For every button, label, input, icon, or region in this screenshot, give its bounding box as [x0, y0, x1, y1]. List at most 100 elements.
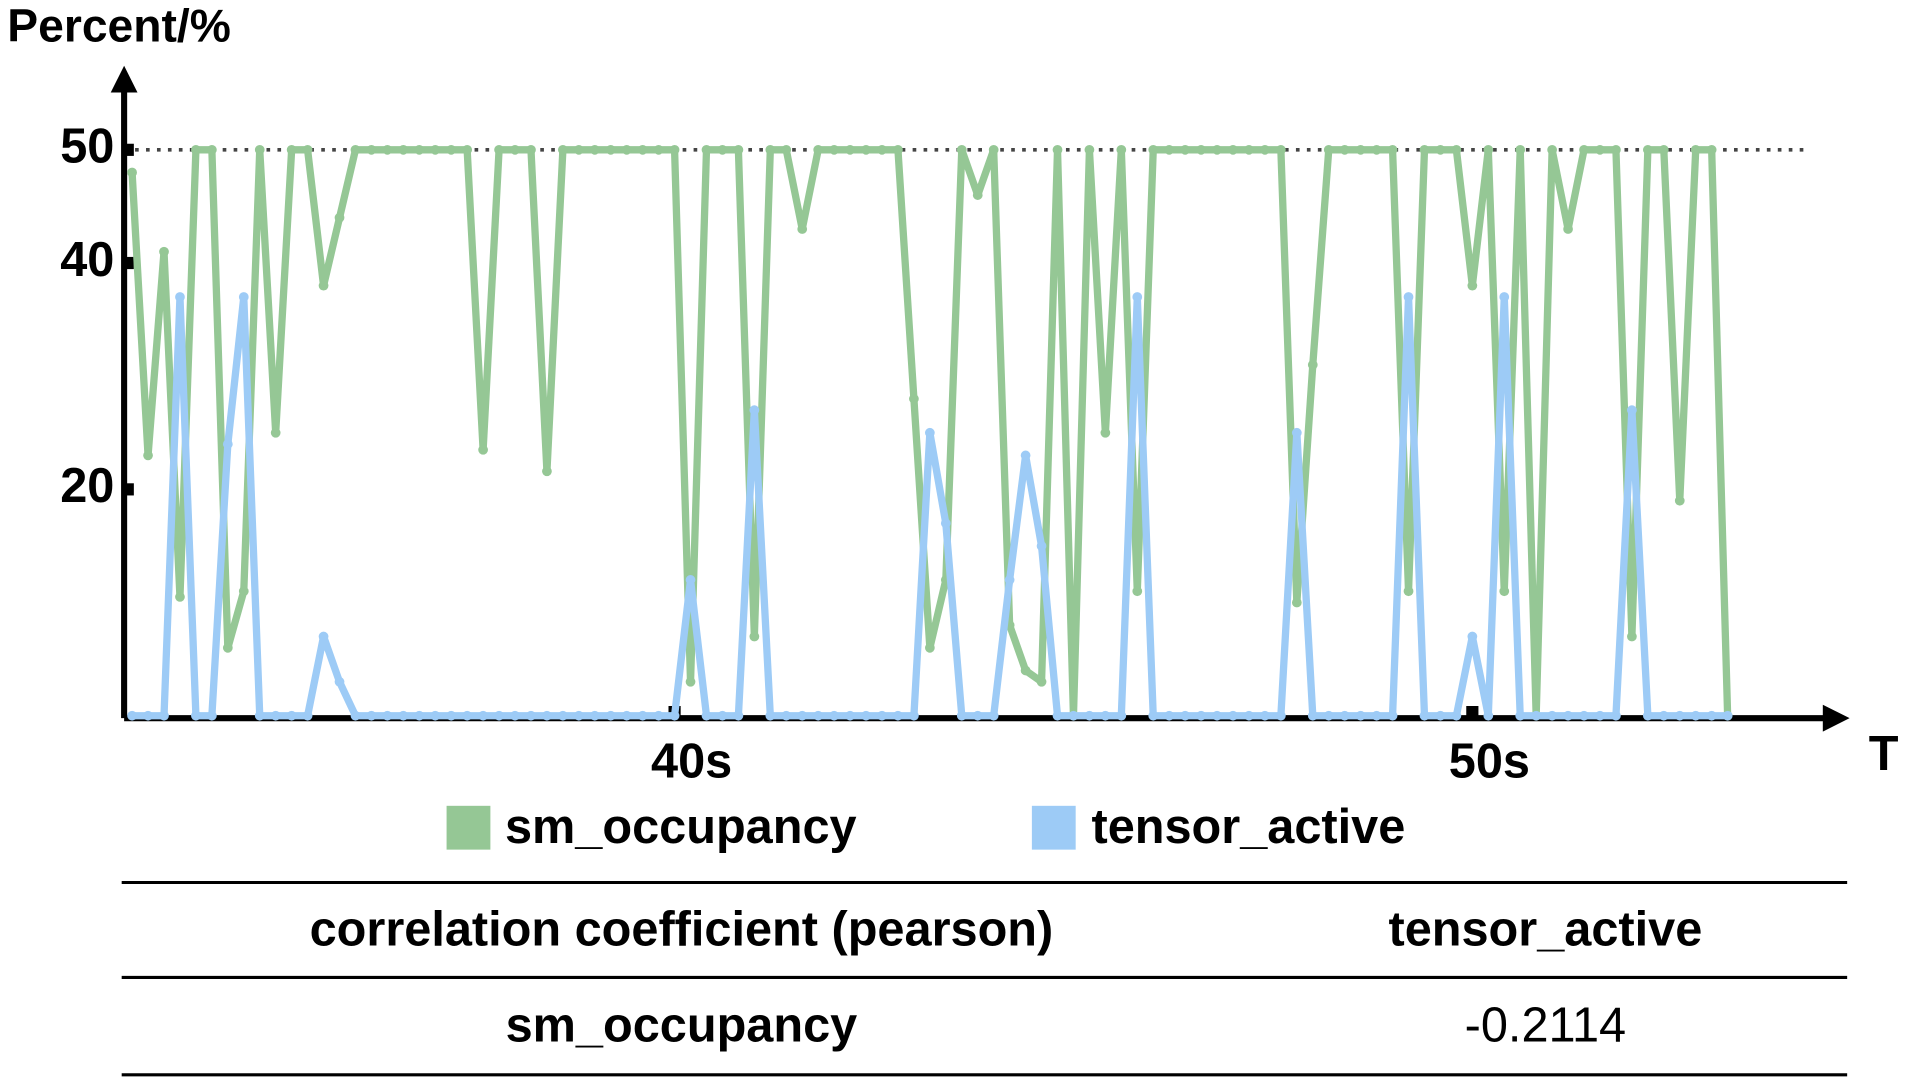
data-point: [1515, 710, 1526, 721]
data-point: [1132, 292, 1143, 302]
y-axis-title: Percent/%: [7, 0, 231, 51]
data-point: [238, 586, 249, 597]
data-point: [1100, 710, 1111, 721]
data-point: [1531, 710, 1542, 721]
data-point: [1499, 586, 1510, 597]
data-point: [813, 710, 824, 721]
data-point: [1371, 144, 1382, 155]
data-point: [1196, 144, 1206, 155]
data-point: [382, 710, 393, 721]
data-point: [1196, 710, 1206, 721]
data-point: [1611, 144, 1621, 155]
data-point: [829, 710, 839, 721]
data-point: [1036, 541, 1047, 551]
data-point: [1164, 710, 1175, 721]
data-point: [1387, 144, 1398, 155]
data-point: [1403, 586, 1414, 597]
y-axis-arrow: [110, 65, 138, 93]
data-point: [685, 575, 696, 585]
data-point: [1499, 292, 1510, 302]
data-point: [573, 710, 584, 721]
data-point: [1036, 676, 1047, 687]
data-point: [1467, 280, 1478, 291]
data-point: [924, 427, 935, 438]
data-point: [191, 710, 201, 721]
data-point: [669, 144, 680, 155]
data-point: [1435, 710, 1446, 721]
data-point: [1291, 427, 1302, 438]
data-point: [1706, 710, 1717, 721]
data-point: [1244, 710, 1254, 721]
data-point: [159, 710, 169, 721]
data-point: [302, 144, 313, 155]
data-point: [1611, 710, 1621, 721]
data-point: [1435, 144, 1446, 155]
data-point: [1339, 710, 1350, 721]
data-point: [430, 144, 441, 155]
data-point: [749, 631, 760, 642]
data-point: [1228, 144, 1238, 155]
data-point: [127, 167, 137, 178]
data-point: [318, 280, 329, 291]
data-point: [1260, 710, 1270, 721]
data-point: [191, 144, 201, 155]
data-point: [829, 144, 839, 155]
data-point: [430, 710, 441, 721]
data-point: [589, 144, 600, 155]
data-point: [621, 144, 632, 155]
data-point: [653, 710, 664, 721]
data-point: [685, 676, 696, 687]
data-point: [1563, 710, 1573, 721]
data-point: [334, 212, 345, 223]
data-point: [1515, 144, 1526, 155]
data-point: [1212, 144, 1222, 155]
data-point: [526, 144, 536, 155]
legend-label: tensor_active: [1092, 800, 1406, 854]
data-point: [1547, 144, 1557, 155]
data-point: [1084, 144, 1095, 155]
data-point: [1212, 710, 1222, 721]
data-point: [1132, 586, 1143, 597]
data-point: [350, 144, 361, 155]
data-point: [1451, 710, 1462, 721]
data-point: [877, 710, 887, 721]
data-point: [1419, 710, 1430, 721]
data-point: [254, 144, 265, 155]
data-point: [1100, 427, 1111, 438]
data-point: [1658, 144, 1669, 155]
data-point: [717, 710, 728, 721]
series: [127, 292, 1733, 721]
data-point: [1020, 450, 1031, 461]
data-point: [1595, 144, 1605, 155]
data-point: [797, 224, 808, 234]
legend: sm_occupancy tensor_active: [446, 800, 1406, 854]
data-point: [621, 710, 632, 721]
data-point: [637, 144, 648, 155]
data-point: [877, 144, 887, 155]
data-point: [238, 292, 249, 302]
data-point: [845, 144, 855, 155]
data-point: [1722, 710, 1733, 721]
data-point: [605, 144, 616, 155]
data-point: [1228, 710, 1238, 721]
data-point: [1180, 144, 1191, 155]
data-point: [398, 144, 409, 155]
data-point: [159, 246, 169, 257]
data-point: [366, 710, 377, 721]
data-point: [1323, 710, 1334, 721]
data-point: [813, 144, 824, 155]
data-point: [1627, 405, 1637, 416]
data-point: [446, 710, 457, 721]
table-header: correlation coefficient (pearson): [310, 902, 1054, 956]
data-point: [749, 405, 760, 416]
y-tick: [121, 143, 134, 156]
data-point: [972, 190, 983, 200]
legend-swatch: [446, 805, 491, 850]
data-point: [733, 144, 744, 155]
data-point: [781, 144, 792, 155]
data-point: [1084, 710, 1095, 721]
data-point: [366, 144, 377, 155]
data-point: [1690, 710, 1701, 721]
data-point: [972, 710, 983, 721]
